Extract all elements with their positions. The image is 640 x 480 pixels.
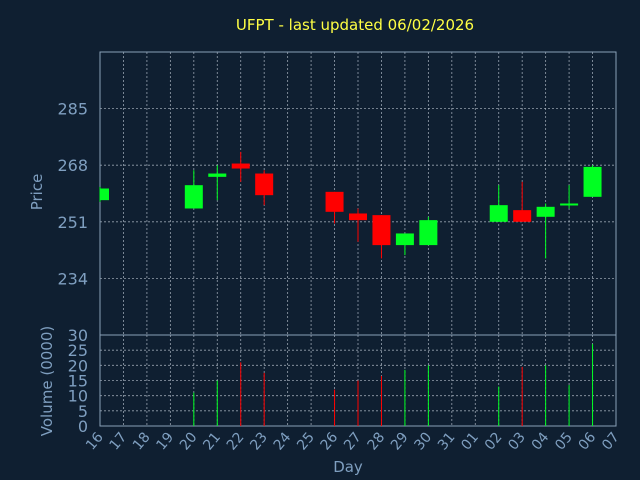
x-tick-label: 30: [411, 429, 435, 453]
candle-up: [184, 185, 203, 209]
candle-up: [583, 166, 602, 197]
x-tick-label: 05: [552, 429, 576, 453]
candle-down: [255, 173, 274, 196]
price-axis: 234 251 268 285: [57, 100, 88, 289]
candle-up: [100, 188, 109, 201]
x-tick-label: 01: [458, 429, 482, 453]
x-tick-label: 20: [177, 429, 201, 453]
x-tick-label: 28: [365, 429, 389, 453]
x-tick-label: 04: [529, 429, 553, 453]
x-tick-label: 03: [505, 429, 529, 453]
price-panel: 234 251 268 285: [57, 51, 617, 336]
x-tick-label: 22: [224, 429, 248, 453]
candle-up: [395, 233, 414, 246]
candle-up: [208, 173, 227, 177]
candles: [99, 151, 602, 259]
volume-tick-label: 5: [78, 402, 88, 421]
volume-tick-label: 25: [68, 341, 88, 360]
price-tick-label: 234: [57, 269, 88, 288]
x-tick-label: 25: [294, 429, 318, 453]
volume-tick-label: 15: [68, 372, 88, 391]
candle-up: [536, 206, 555, 217]
candle-down: [325, 191, 344, 212]
price-tick-label: 251: [57, 213, 88, 232]
x-tick-label: 19: [153, 429, 177, 453]
x-tick-label: 29: [388, 429, 412, 453]
x-tick-label: 21: [200, 429, 224, 453]
candle-down: [513, 210, 532, 222]
x-tick-label: 17: [107, 429, 131, 453]
candle-up: [560, 203, 579, 206]
x-tick-label: 02: [482, 429, 506, 453]
x-axis: 16 17 18 19 20 21 22 23 24 25 26 27 28 29 30 31 01 02 03 04…: [83, 429, 623, 453]
volume-axis-label: Volume (0000): [38, 326, 56, 436]
x-axis-label: Day: [333, 458, 363, 476]
price-tick-label: 268: [57, 156, 88, 175]
candle-down: [349, 213, 367, 221]
y-axis-label: Price: [28, 174, 46, 211]
volume-bars: [193, 344, 594, 426]
volume-tick-label: 0: [78, 417, 88, 436]
x-tick-label: 23: [247, 429, 271, 453]
x-tick-label: 31: [435, 429, 459, 453]
x-tick-label: 18: [130, 429, 154, 453]
candle-up: [419, 220, 438, 246]
price-tick-label: 285: [57, 100, 88, 119]
candle-down: [372, 215, 391, 246]
x-tick-label: 06: [576, 429, 600, 453]
volume-tick-label: 10: [68, 387, 88, 406]
chart-title: UFPT - last updated 06/02/2026: [236, 16, 474, 34]
x-tick-label: 26: [318, 429, 342, 453]
volume-tick-label: 20: [68, 356, 88, 375]
x-tick-label: 07: [599, 429, 623, 453]
volume-tick-label: 30: [68, 326, 88, 345]
candle-down: [231, 163, 250, 169]
x-tick-label: 27: [341, 429, 365, 453]
price-grid: [99, 52, 617, 335]
x-tick-label: 24: [271, 429, 295, 453]
candle-up: [489, 205, 508, 222]
